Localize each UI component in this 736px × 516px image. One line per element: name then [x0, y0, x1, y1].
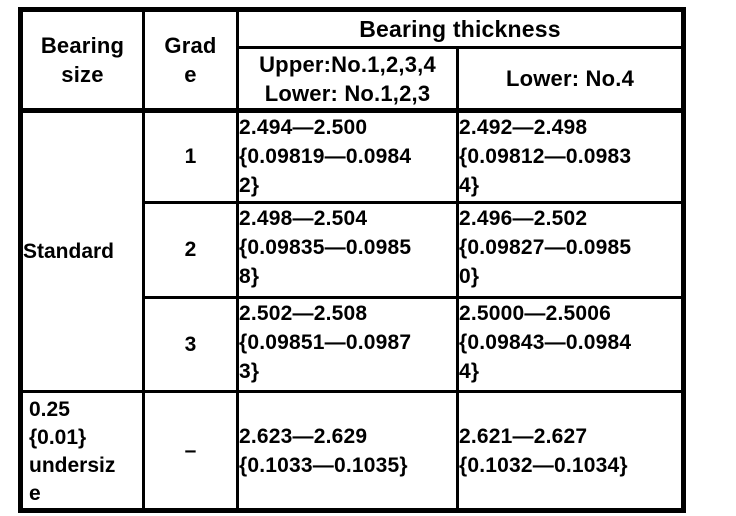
table-row: Standard 1 2.494—2.500 {0.09819—0.0984 2…	[19, 108, 685, 393]
header-grade: Grad e	[142, 8, 239, 112]
header-upper-no1234-lower-no123: Upper:No.1,2,3,4 Lower: No.1,2,3	[236, 46, 459, 112]
cell-upper-grade3: 2.502—2.508 {0.09851—0.0987 3}	[236, 296, 459, 393]
header-lower-no4: Lower: No.4	[456, 46, 685, 112]
cell-upper-grade2: 2.498—2.504 {0.09835—0.0985 8}	[236, 201, 459, 299]
table-row: 0.25 {0.01} undersiz e – 2.623—2.629 {0.…	[19, 390, 685, 512]
header-bearing-size: Bearing size	[19, 8, 145, 112]
cell-bearing-size-standard: Standard	[19, 108, 145, 393]
cell-grade-2: 2	[142, 201, 239, 299]
cell-lower-grade2: 2.496—2.502 {0.09827—0.0985 0}	[456, 201, 685, 299]
cell-lower-undersize: 2.621—2.627 {0.1032—0.1034}	[456, 390, 685, 512]
cell-bearing-size-undersize: 0.25 {0.01} undersiz e	[19, 390, 145, 512]
table-row: 2 2.498—2.504 {0.09835—0.0985 8} 2.496—2…	[21, 201, 685, 299]
bearing-thickness-table: Bearing size Grad e Bearing thickness Up…	[18, 7, 686, 513]
cell-upper-undersize: 2.623—2.629 {0.1033—0.1035}	[236, 390, 459, 512]
cell-grade-3: 3	[142, 296, 239, 393]
cell-upper-grade1: 2.494—2.500 {0.09819—0.0984 2}	[236, 108, 459, 204]
header-bearing-thickness: Bearing thickness	[236, 8, 685, 49]
cell-lower-grade3: 2.5000—2.5006 {0.09843—0.0984 4}	[456, 296, 685, 393]
cell-grade-1: 1	[142, 108, 239, 204]
table-row: 3 2.502—2.508 {0.09851—0.0987 3} 2.5000—…	[21, 296, 685, 393]
cell-lower-grade1: 2.492—2.498 {0.09812—0.0983 4}	[456, 108, 685, 204]
cell-grade-dash: –	[142, 390, 239, 512]
